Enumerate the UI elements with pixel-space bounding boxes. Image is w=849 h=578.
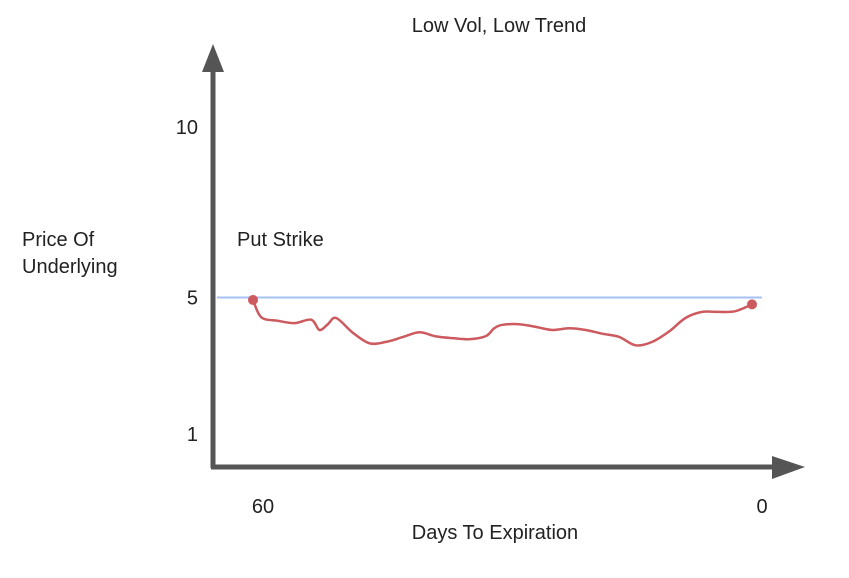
x-tick-label: 0 [756, 496, 767, 518]
y-axis-ticks: 10 5 1 [176, 117, 198, 446]
y-axis-label: Price Of Underlying [22, 229, 118, 278]
end-point [747, 299, 757, 310]
x-axis-ticks: 60 0 [252, 496, 768, 518]
put-strike-label: Put Strike [237, 229, 324, 251]
y-tick-label: 10 [176, 117, 198, 139]
x-axis [211, 456, 805, 479]
y-axis-label-line-2: Underlying [22, 256, 118, 278]
start-point [248, 294, 258, 305]
x-axis-label: Days To Expiration [412, 522, 578, 544]
x-tick-label: 60 [252, 496, 274, 518]
chart-title: Low Vol, Low Trend [412, 15, 587, 37]
y-tick-label: 5 [187, 288, 198, 310]
y-axis-label-line-1: Price Of [22, 229, 95, 251]
y-tick-label: 1 [187, 424, 198, 446]
price-series-line [251, 298, 754, 347]
y-axis [202, 44, 224, 468]
